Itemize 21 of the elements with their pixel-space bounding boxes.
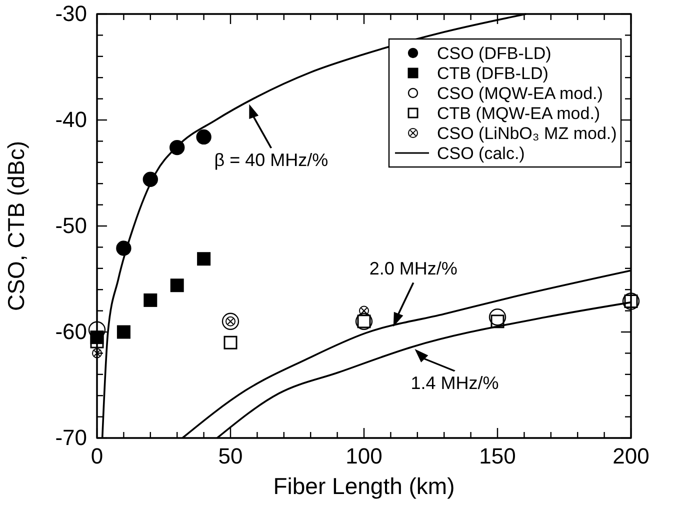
- y-axis-title: CSO, CTB (dBc): [3, 141, 29, 311]
- y-tick-label: -70: [55, 425, 87, 450]
- y-tick-label: -30: [55, 1, 87, 26]
- legend-label: CTB (MQW-EA mod.): [437, 104, 600, 123]
- legend-label: CSO (calc.): [437, 144, 525, 163]
- x-tick-label: 0: [90, 444, 104, 469]
- legend-label: CSO (LiNbO₃ MZ mod.): [437, 124, 617, 143]
- y-tick-label: -50: [55, 213, 87, 238]
- x-tick-label: 50: [218, 444, 243, 469]
- legend-label: CSO (DFB-LD): [437, 44, 552, 63]
- x-tick-label: 100: [346, 444, 382, 469]
- annotation: 1.4 MHz/%: [410, 372, 499, 393]
- x-tick-label: 150: [479, 444, 516, 469]
- x-axis-title: Fiber Length (km): [273, 473, 455, 499]
- annotation: β = 40 MHz/%: [214, 150, 328, 170]
- annotation: 2.0 MHz/%: [369, 258, 458, 279]
- y-tick-label: -40: [55, 107, 87, 132]
- y-tick-label: -60: [55, 319, 87, 344]
- x-tick-label: 200: [612, 444, 650, 469]
- legend-label: CTB (DFB-LD): [437, 64, 548, 83]
- legend-label: CSO (MQW-EA mod.): [437, 84, 603, 103]
